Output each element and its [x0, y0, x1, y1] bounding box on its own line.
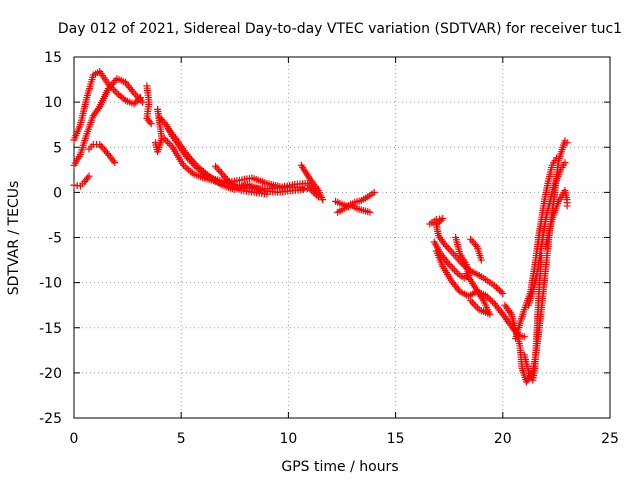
- data-point: [561, 159, 569, 167]
- data-point-interp: [470, 239, 478, 247]
- data-point-interp: [472, 302, 480, 310]
- data-point-interp: [485, 295, 493, 303]
- data-point-interp: [489, 298, 497, 306]
- data-point: [212, 162, 220, 170]
- data-point-interp: [434, 219, 442, 227]
- data-point: [299, 186, 307, 194]
- y-tick-label: -15: [39, 321, 62, 337]
- data-point: [563, 139, 571, 147]
- y-tick-label: -20: [39, 366, 62, 382]
- x-tick-label: 20: [494, 431, 512, 447]
- data-point: [147, 120, 155, 128]
- data-point: [439, 215, 447, 223]
- data-point-interp: [436, 218, 444, 226]
- data-point-interp: [483, 293, 491, 301]
- data-point-interp: [97, 142, 105, 150]
- x-tick-label: 5: [177, 431, 186, 447]
- data-point-interp: [449, 264, 457, 272]
- data-point-interp: [497, 288, 505, 296]
- data-point: [85, 172, 93, 180]
- data-point: [139, 98, 147, 106]
- data-point: [537, 252, 545, 260]
- data-point: [319, 196, 327, 204]
- data-points: [70, 67, 571, 386]
- data-point: [192, 161, 200, 169]
- data-point-interp: [437, 216, 445, 224]
- x-tick-label: 0: [70, 431, 79, 447]
- data-point: [151, 139, 159, 147]
- x-tick-label: 15: [387, 431, 405, 447]
- data-point: [520, 333, 528, 341]
- data-point-interp: [470, 300, 478, 308]
- data-point: [467, 297, 475, 305]
- y-tick-label: 5: [53, 140, 62, 156]
- data-point: [499, 289, 507, 297]
- data-point-interp: [99, 144, 107, 152]
- y-tick-label: -5: [48, 231, 62, 247]
- x-tick-label: 10: [279, 431, 297, 447]
- data-point: [467, 235, 475, 243]
- x-axis-label: GPS time / hours: [281, 459, 398, 475]
- data-point: [563, 202, 571, 210]
- data-point: [130, 100, 138, 108]
- data-point: [263, 190, 271, 198]
- data-point-interp: [163, 138, 171, 146]
- data-point: [111, 159, 119, 167]
- data-point: [492, 283, 500, 291]
- data-point-interp: [447, 262, 455, 270]
- data-point-interp: [111, 87, 119, 95]
- data-point-interp: [224, 176, 232, 184]
- data-point-interp: [450, 266, 458, 274]
- data-point-interp: [468, 237, 476, 245]
- data-point-interp: [132, 98, 140, 106]
- chart-title: Day 012 of 2021, Sidereal Day-to-day VTE…: [58, 21, 622, 37]
- data-point: [552, 154, 560, 162]
- y-tick-label: -10: [39, 276, 62, 292]
- data-point-interp: [444, 244, 452, 252]
- data-point-interp: [452, 268, 460, 276]
- data-point: [452, 234, 460, 241]
- axis-ticks: 0 5 10 15 20 25 -25 -20 -15 -10 -5 0 5 10 15: [39, 50, 619, 447]
- y-tick-label: 15: [44, 50, 62, 66]
- data-point: [366, 208, 374, 216]
- grid-lines: [74, 57, 610, 418]
- y-tick-label: 0: [53, 185, 62, 201]
- data-point-interp: [215, 166, 223, 174]
- y-tick-label: 10: [44, 95, 62, 111]
- data-point-interp: [448, 248, 456, 256]
- data-point-interp: [194, 163, 202, 171]
- y-tick-label: -25: [39, 411, 62, 427]
- data-point-interp: [446, 246, 454, 254]
- data-point-interp: [165, 140, 173, 148]
- data-point-interp: [219, 171, 227, 179]
- data-point: [370, 188, 378, 196]
- data-point-interp: [218, 169, 226, 177]
- data-point: [477, 256, 485, 264]
- data-point-interp: [221, 172, 229, 180]
- data-point-interp: [222, 174, 230, 182]
- data-point-interp: [496, 286, 504, 294]
- data-point-interp: [225, 178, 233, 186]
- data-point-interp: [120, 95, 128, 103]
- data-point-interp: [213, 164, 221, 172]
- data-point-interp: [468, 298, 476, 306]
- data-point-interp: [494, 285, 502, 293]
- x-tick-label: 25: [601, 431, 619, 447]
- data-point-interp: [216, 167, 224, 175]
- data-point-interp: [487, 296, 495, 304]
- y-axis-label: SDTVAR / TECUs: [6, 181, 22, 296]
